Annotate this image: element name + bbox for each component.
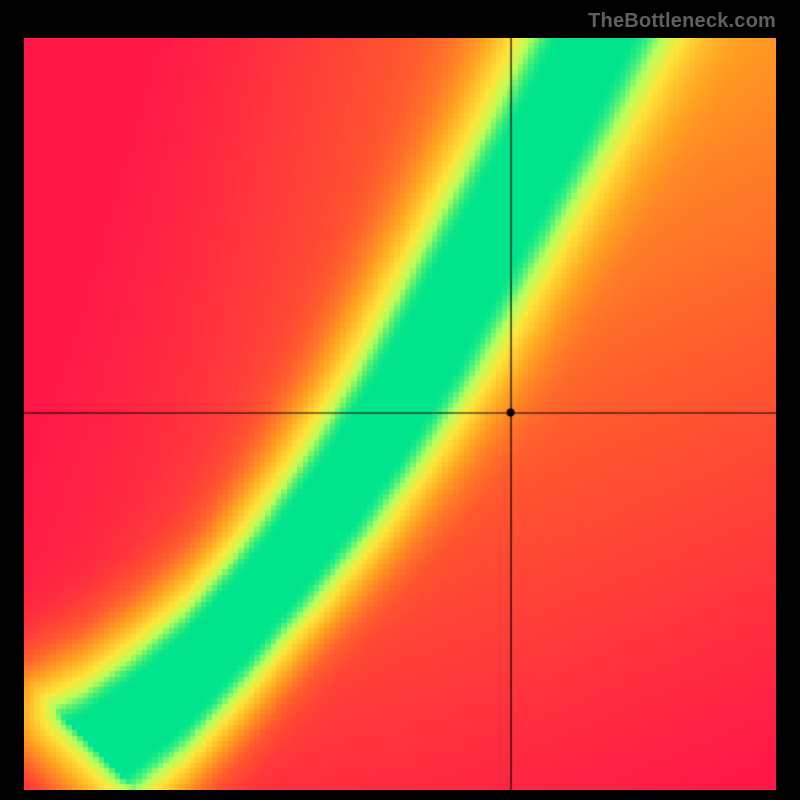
bottleneck-heatmap (24, 38, 776, 790)
watermark-label: TheBottleneck.com (588, 10, 776, 33)
chart-frame: TheBottleneck.com (0, 0, 800, 800)
